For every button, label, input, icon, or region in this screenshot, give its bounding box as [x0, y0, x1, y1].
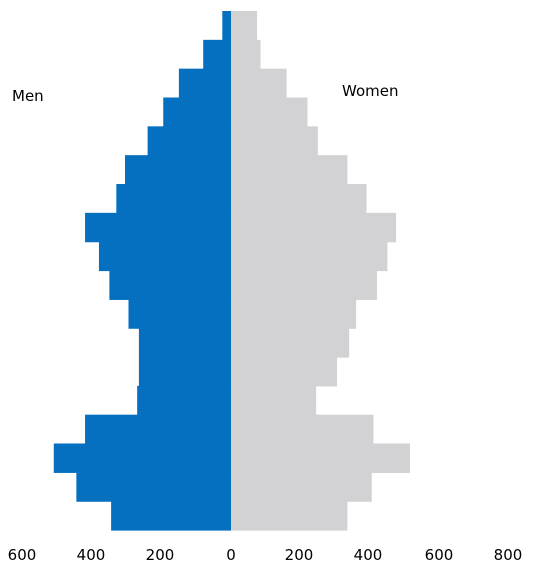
x-tick-label: 800 [494, 546, 523, 564]
bar-women [231, 11, 258, 41]
bar-men [109, 270, 231, 300]
x-tick-label: 600 [8, 546, 37, 564]
bar-men [147, 126, 231, 156]
x-axis: 600 400 200 0 200 400 600 800 [8, 546, 523, 564]
bar-men [203, 39, 231, 70]
x-tick-label: 0 [226, 546, 236, 564]
bar-men [138, 328, 231, 358]
bar-men [85, 414, 231, 445]
x-tick-label: 200 [146, 546, 175, 564]
bar-women [231, 299, 357, 329]
series-label-men: Men [12, 87, 44, 105]
bar-men [76, 472, 231, 502]
x-tick-label: 600 [425, 546, 454, 564]
bar-men [138, 357, 231, 387]
bar-women [231, 328, 350, 358]
bar-men [116, 184, 231, 214]
bar-men [85, 212, 231, 243]
x-tick-label: 400 [354, 546, 383, 564]
bar-women [231, 472, 372, 502]
bar-men [137, 385, 231, 416]
bar-women [231, 184, 367, 214]
x-tick-label: 200 [285, 546, 314, 564]
bar-women [231, 385, 317, 416]
bar-women [231, 155, 348, 185]
bar-women [231, 68, 287, 99]
bar-men [125, 155, 231, 185]
men-bars [53, 11, 232, 531]
bar-women [231, 241, 388, 272]
bar-men [111, 501, 231, 531]
bar-men [163, 97, 231, 127]
bar-women [231, 357, 337, 387]
bar-women [231, 212, 397, 243]
bar-women [231, 270, 377, 300]
bar-men [98, 241, 231, 272]
bar-women [231, 97, 308, 127]
series-label-women: Women [342, 82, 398, 100]
bar-men [53, 443, 232, 473]
bar-men [178, 68, 231, 99]
women-bars [231, 11, 410, 531]
bar-women [231, 443, 410, 473]
x-tick-label: 400 [77, 546, 106, 564]
bar-women [231, 39, 261, 70]
bar-women [231, 501, 348, 531]
bar-men [128, 299, 231, 329]
bar-men [222, 11, 231, 41]
bar-women [231, 414, 374, 445]
bar-women [231, 126, 318, 156]
